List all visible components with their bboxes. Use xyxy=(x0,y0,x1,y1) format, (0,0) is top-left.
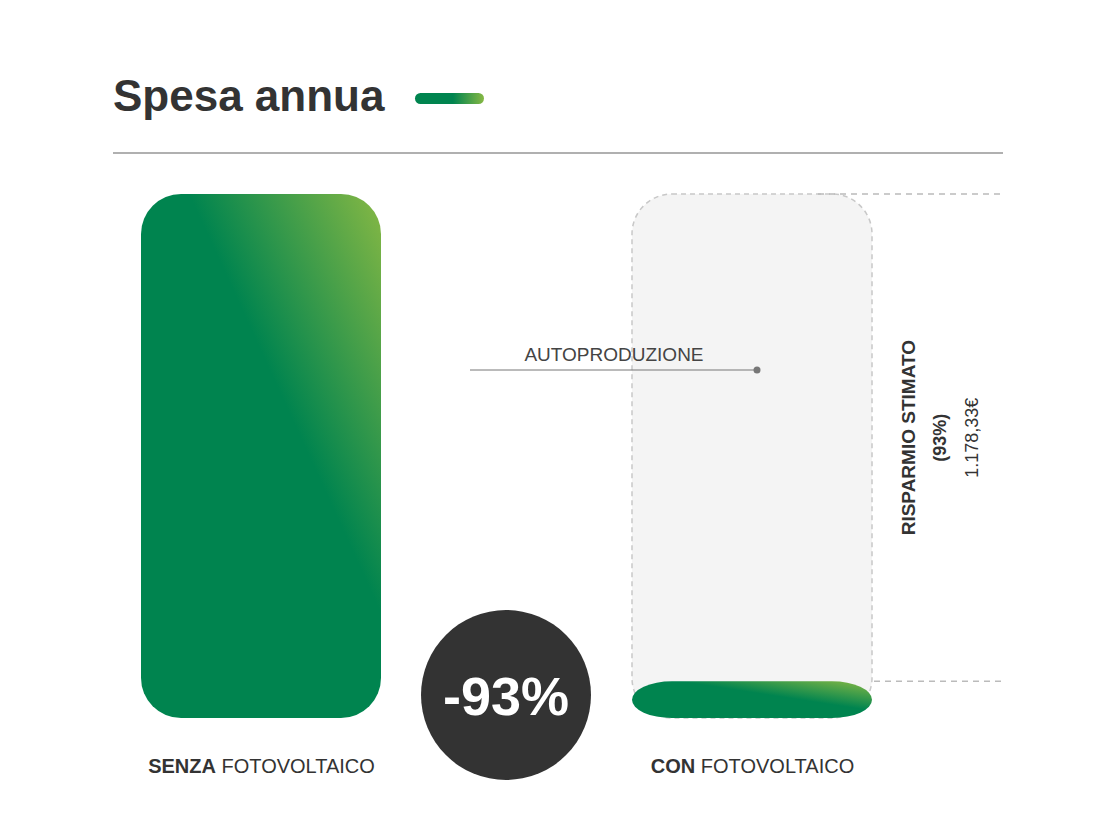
svg-text:CON FOTOVOLTAICO: CON FOTOVOLTAICO xyxy=(651,755,854,777)
svg-text:(93%): (93%) xyxy=(930,414,950,462)
svg-text:RISPARMIO STIMATO: RISPARMIO STIMATO xyxy=(898,340,919,535)
html-text:Spesa annua: Spesa annua xyxy=(113,71,385,120)
svg-text:SENZA FOTOVOLTAICO: SENZA FOTOVOLTAICO xyxy=(148,755,375,777)
svg-text:-93%: -93% xyxy=(443,666,569,726)
svg-text:1.178,33€: 1.178,33€ xyxy=(962,398,982,478)
svg-text:AUTOPRODUZIONE: AUTOPRODUZIONE xyxy=(524,344,703,365)
